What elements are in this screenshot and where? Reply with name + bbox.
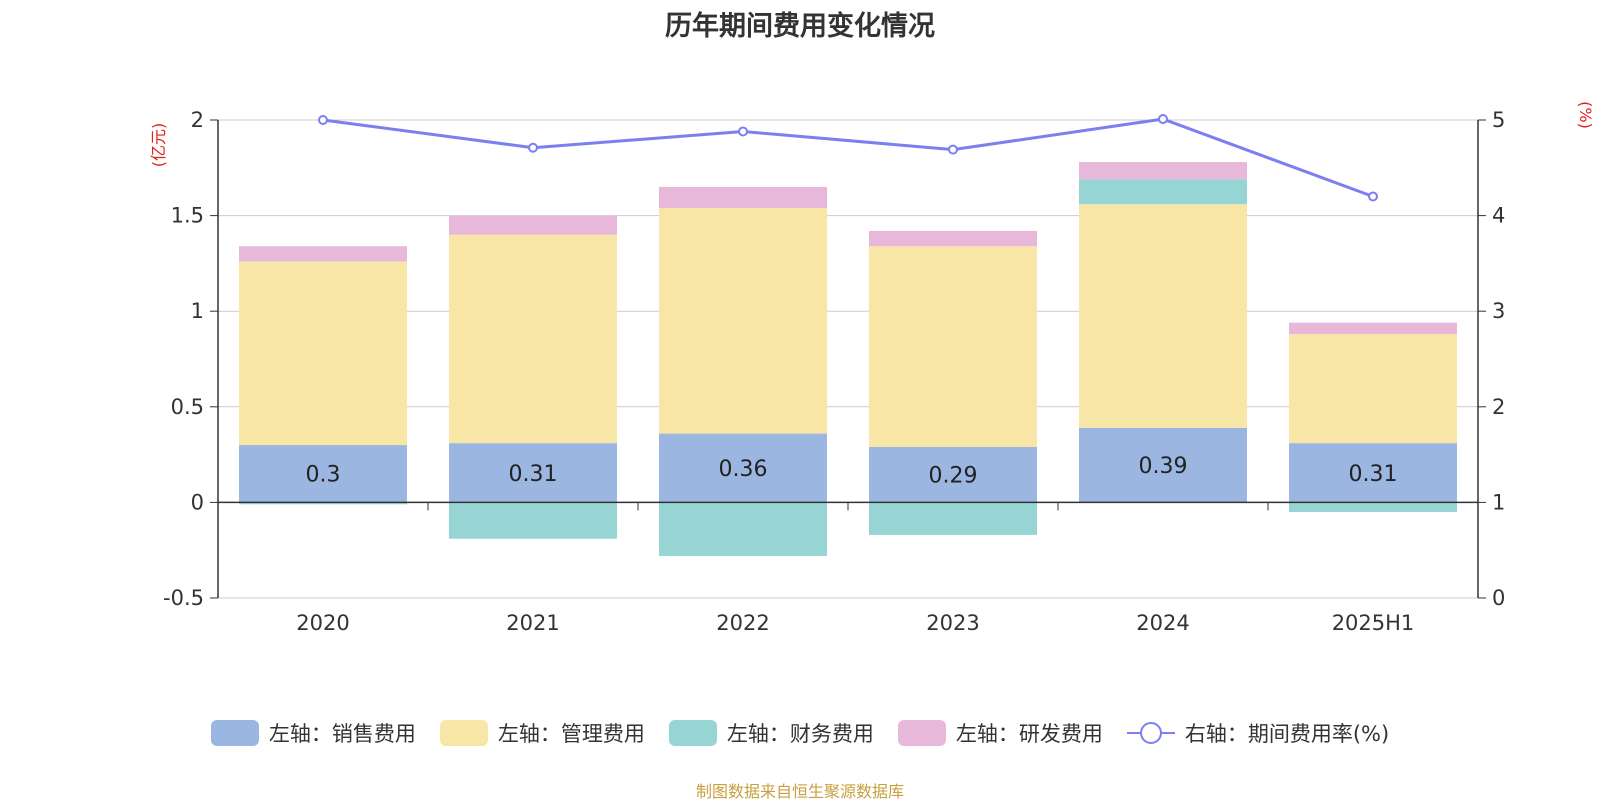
left-tick-label: 2 xyxy=(191,108,204,132)
right-tick-label: 0 xyxy=(1492,586,1505,610)
data-label: 0.36 xyxy=(719,457,768,482)
bar-segment xyxy=(869,446,1037,503)
rate-point xyxy=(528,142,538,153)
rate-point xyxy=(1368,191,1378,202)
rate-point xyxy=(948,144,958,155)
rate-point xyxy=(738,126,748,137)
bar-segment xyxy=(1079,179,1247,205)
x-tick-label: 2021 xyxy=(506,611,559,635)
bar-segment xyxy=(659,207,827,434)
bar-segment xyxy=(1289,322,1457,335)
bar-segment xyxy=(449,215,617,235)
legend-item-sales[interactable]: 左轴：销售费用 xyxy=(210,718,416,748)
left-axis-unit: (亿元) xyxy=(149,123,168,168)
bar-segment xyxy=(1289,502,1457,512)
data-label: 0.3 xyxy=(306,463,341,488)
left-tick-label: 1.5 xyxy=(171,204,204,228)
bar-segment xyxy=(1079,162,1247,180)
left-tick-label: 0 xyxy=(191,490,204,514)
legend-swatch-finance xyxy=(668,720,717,746)
legend-item-admin[interactable]: 左轴：管理费用 xyxy=(439,718,645,748)
left-tick-label: 1 xyxy=(191,299,204,323)
bars xyxy=(239,162,1457,556)
legend-item-rate[interactable]: 右轴：期间费用率(%) xyxy=(1126,718,1390,748)
right-tick-label: 5 xyxy=(1492,108,1505,132)
data-label: 0.29 xyxy=(929,464,978,489)
rate-point xyxy=(1158,114,1168,125)
legend-item-finance[interactable]: 左轴：财务费用 xyxy=(668,718,874,748)
legend-swatch-rnd xyxy=(897,720,946,746)
rate-point xyxy=(318,115,328,125)
bar-segment xyxy=(659,433,827,503)
legend-swatch-admin xyxy=(439,720,488,746)
right-tick-label: 4 xyxy=(1492,204,1505,228)
right-axis-unit: (%) xyxy=(1576,101,1595,129)
chart-title: 历年期间费用变化情况 xyxy=(665,11,935,42)
legend-label-finance: 左轴：财务费用 xyxy=(726,722,874,746)
x-tick-label: 2023 xyxy=(926,611,979,635)
data-label: 0.31 xyxy=(1349,462,1398,487)
legend-item-rnd[interactable]: 左轴：研发费用 xyxy=(897,718,1103,748)
bar-segment xyxy=(869,230,1037,247)
bar-segment xyxy=(659,502,827,556)
bar-segment xyxy=(239,261,407,446)
chart-area: -0.5 0 0.5 1 1.5 2 0 1 2 3 4 5 2020 2021 2022 2023 2024 2… xyxy=(149,101,1595,635)
legend-swatch-sales xyxy=(210,720,259,746)
left-tick-label: 0.5 xyxy=(171,395,204,419)
x-tick-label: 2022 xyxy=(716,611,769,635)
x-tick-label: 2020 xyxy=(296,611,349,635)
bar-segment xyxy=(449,502,617,539)
right-tick-label: 1 xyxy=(1492,490,1505,514)
bar-segment xyxy=(1289,334,1457,444)
rate-line xyxy=(318,114,1378,202)
data-label: 0.39 xyxy=(1139,454,1188,479)
legend: 左轴：销售费用 左轴：管理费用 左轴：财务费用 左轴：研发费用 右轴：期间费用率… xyxy=(0,718,1600,748)
bar-segment xyxy=(239,445,407,503)
legend-label-rate: 右轴：期间费用率(%) xyxy=(1184,722,1390,746)
x-tick-label: 2025H1 xyxy=(1332,611,1415,635)
bar-segment xyxy=(239,246,407,262)
bar-segment xyxy=(659,186,827,208)
bar-segment xyxy=(1289,443,1457,503)
bar-segment xyxy=(1079,204,1247,428)
axes: -0.5 0 0.5 1 1.5 2 0 1 2 3 4 5 2020 2021 2022 2023 2024 2… xyxy=(149,101,1595,635)
legend-label-admin: 左轴：管理费用 xyxy=(497,722,645,746)
data-labels: 0.3 0.31 0.36 0.29 0.39 0.31 xyxy=(306,454,1398,489)
legend-label-sales: 左轴：销售费用 xyxy=(268,722,416,746)
data-label: 0.31 xyxy=(509,462,558,487)
legend-swatch-rate xyxy=(1126,720,1175,746)
bar-segment xyxy=(869,246,1037,447)
bar-segment xyxy=(869,502,1037,535)
bar-segment xyxy=(449,234,617,444)
bar-segment xyxy=(1079,427,1247,503)
left-tick-label: -0.5 xyxy=(163,586,204,610)
rate-line-path xyxy=(322,117,1374,198)
right-tick-label: 3 xyxy=(1492,299,1505,323)
right-tick-label: 2 xyxy=(1492,395,1505,419)
source-note: 制图数据来自恒生聚源数据库 xyxy=(695,782,904,801)
x-tick-label: 2024 xyxy=(1136,611,1189,635)
bar-segment xyxy=(449,443,617,503)
bar-segment xyxy=(239,502,407,505)
legend-label-rnd: 左轴：研发费用 xyxy=(955,722,1103,746)
